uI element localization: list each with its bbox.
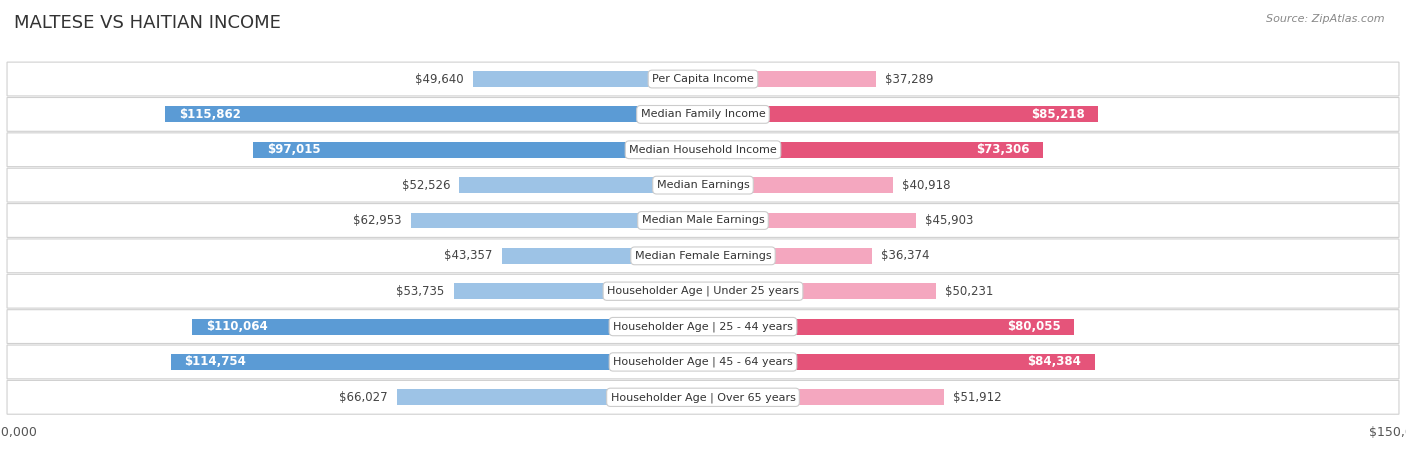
- Text: Householder Age | 45 - 64 years: Householder Age | 45 - 64 years: [613, 357, 793, 367]
- Text: $115,862: $115,862: [180, 108, 242, 121]
- Text: Median Household Income: Median Household Income: [628, 145, 778, 155]
- FancyBboxPatch shape: [7, 133, 1399, 167]
- Bar: [253, 142, 703, 158]
- Bar: [396, 389, 703, 405]
- Text: $51,912: $51,912: [953, 391, 1001, 404]
- Text: $80,055: $80,055: [1007, 320, 1060, 333]
- Bar: [502, 248, 703, 264]
- FancyBboxPatch shape: [7, 62, 1399, 96]
- FancyBboxPatch shape: [7, 345, 1399, 379]
- Bar: [703, 142, 1043, 158]
- Bar: [460, 177, 703, 193]
- Text: $36,374: $36,374: [882, 249, 929, 262]
- Text: $43,357: $43,357: [444, 249, 492, 262]
- Bar: [166, 106, 703, 122]
- Text: $114,754: $114,754: [184, 355, 246, 368]
- Bar: [703, 177, 893, 193]
- Bar: [703, 212, 915, 228]
- Text: $50,231: $50,231: [945, 285, 994, 298]
- Text: $73,306: $73,306: [976, 143, 1029, 156]
- FancyBboxPatch shape: [7, 98, 1399, 131]
- Bar: [703, 389, 943, 405]
- Text: Householder Age | Under 25 years: Householder Age | Under 25 years: [607, 286, 799, 297]
- FancyBboxPatch shape: [7, 168, 1399, 202]
- Text: $110,064: $110,064: [207, 320, 269, 333]
- Bar: [703, 71, 876, 87]
- Bar: [703, 106, 1098, 122]
- Text: Median Male Earnings: Median Male Earnings: [641, 215, 765, 226]
- FancyBboxPatch shape: [7, 381, 1399, 414]
- Bar: [703, 354, 1094, 370]
- Text: Median Female Earnings: Median Female Earnings: [634, 251, 772, 261]
- FancyBboxPatch shape: [7, 274, 1399, 308]
- FancyBboxPatch shape: [7, 310, 1399, 344]
- Text: $66,027: $66,027: [339, 391, 388, 404]
- Text: $85,218: $85,218: [1031, 108, 1084, 121]
- Bar: [472, 71, 703, 87]
- Text: $97,015: $97,015: [267, 143, 321, 156]
- Text: $37,289: $37,289: [886, 72, 934, 85]
- Bar: [703, 248, 872, 264]
- Text: Householder Age | 25 - 44 years: Householder Age | 25 - 44 years: [613, 321, 793, 332]
- Bar: [703, 318, 1074, 334]
- Text: $40,918: $40,918: [903, 178, 950, 191]
- Text: $52,526: $52,526: [402, 178, 450, 191]
- Bar: [454, 283, 703, 299]
- Bar: [193, 318, 703, 334]
- Bar: [703, 283, 936, 299]
- Text: Per Capita Income: Per Capita Income: [652, 74, 754, 84]
- Text: Source: ZipAtlas.com: Source: ZipAtlas.com: [1267, 14, 1385, 24]
- Text: $45,903: $45,903: [925, 214, 973, 227]
- Bar: [411, 212, 703, 228]
- Text: $49,640: $49,640: [415, 72, 464, 85]
- Text: $62,953: $62,953: [353, 214, 402, 227]
- Text: Householder Age | Over 65 years: Householder Age | Over 65 years: [610, 392, 796, 403]
- Text: $53,735: $53,735: [396, 285, 444, 298]
- FancyBboxPatch shape: [7, 239, 1399, 273]
- Text: MALTESE VS HAITIAN INCOME: MALTESE VS HAITIAN INCOME: [14, 14, 281, 32]
- FancyBboxPatch shape: [7, 204, 1399, 237]
- Text: Median Family Income: Median Family Income: [641, 109, 765, 120]
- Text: $84,384: $84,384: [1026, 355, 1081, 368]
- Text: Median Earnings: Median Earnings: [657, 180, 749, 190]
- Bar: [170, 354, 703, 370]
